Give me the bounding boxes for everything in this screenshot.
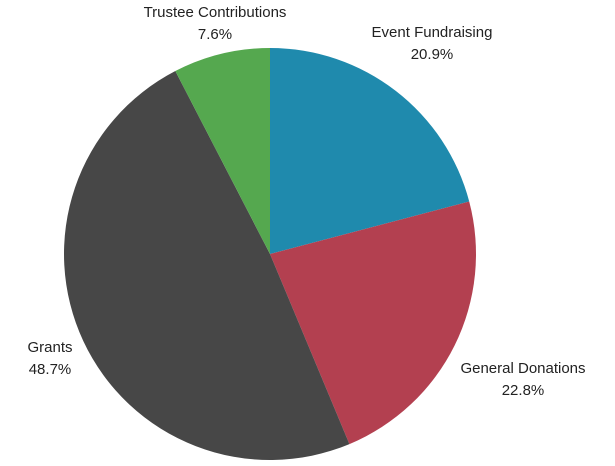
pie-slice <box>270 201 476 445</box>
slice-value-label: 48.7% <box>29 361 72 378</box>
slice-value-label: 20.9% <box>411 46 454 63</box>
slice-value-label: 22.8% <box>502 382 545 399</box>
pie-slice <box>175 48 270 254</box>
pie-slice <box>270 48 470 254</box>
slice-label: Trustee Contributions <box>144 4 287 21</box>
slice-label: Grants <box>27 339 72 356</box>
slice-label: General Donations <box>460 360 585 377</box>
slice-value-label: 7.6% <box>198 26 232 43</box>
slice-label: Event Fundraising <box>372 24 493 41</box>
pie-slice <box>63 71 350 461</box>
